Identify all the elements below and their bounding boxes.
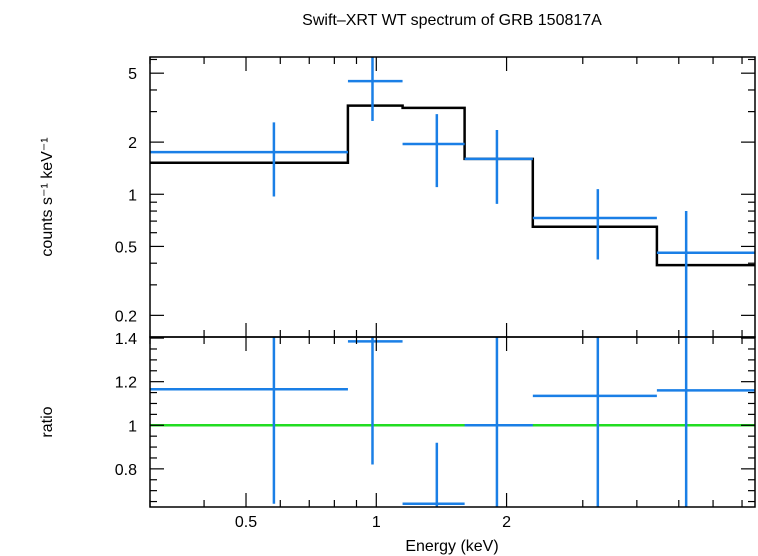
- y-tick-label: 0.5: [115, 239, 137, 256]
- y-tick-label: 0.8: [115, 462, 137, 479]
- y-tick-label: 5: [128, 66, 137, 83]
- ratio-data-point-4: [464, 337, 533, 507]
- ratio-data-point-6: [656, 337, 755, 507]
- x-tick-label: 0.5: [235, 514, 257, 531]
- panel-frame-spectrum: [149, 56, 756, 338]
- y-tick-label: 1.4: [115, 331, 137, 348]
- x-tick-label: 1: [372, 514, 381, 531]
- spectrum-data-point-5: [532, 189, 657, 260]
- spectrum-data-point-1: [150, 122, 348, 197]
- spectrum-data-point-6: [656, 211, 755, 337]
- spectrum-data-point-2: [347, 57, 403, 121]
- y-tick-label: 1.2: [115, 375, 137, 392]
- model-step-line: [150, 104, 755, 267]
- spectrum-data-point-3: [402, 114, 465, 188]
- ratio-data-point-5: [532, 337, 657, 507]
- y-axis-label-ratio: ratio: [39, 406, 56, 437]
- ratio-data-point-2: [347, 337, 403, 465]
- ratio-data-point-1: [150, 337, 348, 504]
- y-tick-label: 0.2: [115, 308, 137, 325]
- x-axis-label: Energy (keV): [405, 538, 498, 555]
- y-tick-label: 1: [128, 418, 137, 435]
- y-axis-label-spectrum: counts s⁻¹ keV⁻¹: [39, 137, 56, 256]
- panel-frame-ratio: [149, 336, 756, 508]
- ratio-data-point-3: [402, 442, 465, 507]
- y-tick-label: 2: [128, 135, 137, 152]
- chart-title: Swift–XRT WT spectrum of GRB 150817A: [302, 12, 602, 29]
- y-tick-label: 1: [128, 187, 137, 204]
- spectrum-data-point-4: [464, 129, 533, 204]
- x-tick-label: 2: [502, 514, 511, 531]
